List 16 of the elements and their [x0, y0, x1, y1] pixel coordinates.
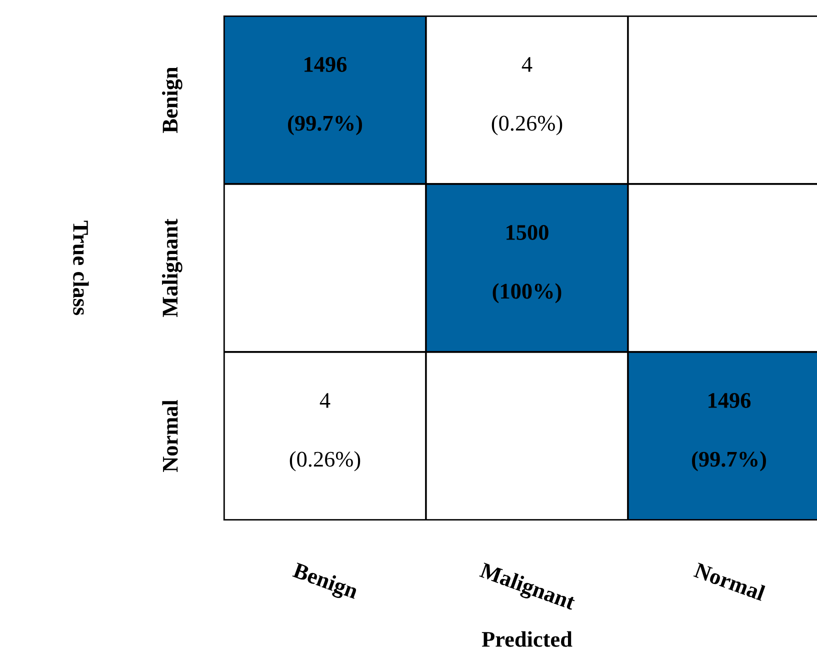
data-label: 1496: [708, 393, 751, 408]
data-label: 1496: [304, 57, 347, 72]
annotation: (100%): [492, 283, 562, 304]
annotation: (0.26%): [492, 115, 562, 136]
y-tick-label: Malignant: [162, 218, 182, 318]
y-axis-title: True class: [73, 220, 89, 316]
annotation: (0.26%): [290, 451, 360, 472]
data-label: 4: [320, 393, 330, 408]
x-tick-label: Benign: [290, 562, 360, 604]
x-axis-title: Predicted: [482, 631, 572, 647]
y-tick-label: Normal: [162, 400, 178, 472]
y-tick-label: Benign: [162, 66, 182, 133]
annotation: (99.7%): [288, 115, 362, 136]
annotation: (99.7%): [692, 451, 766, 472]
data-label: 4: [522, 57, 532, 72]
data-label: 1500: [506, 224, 548, 240]
